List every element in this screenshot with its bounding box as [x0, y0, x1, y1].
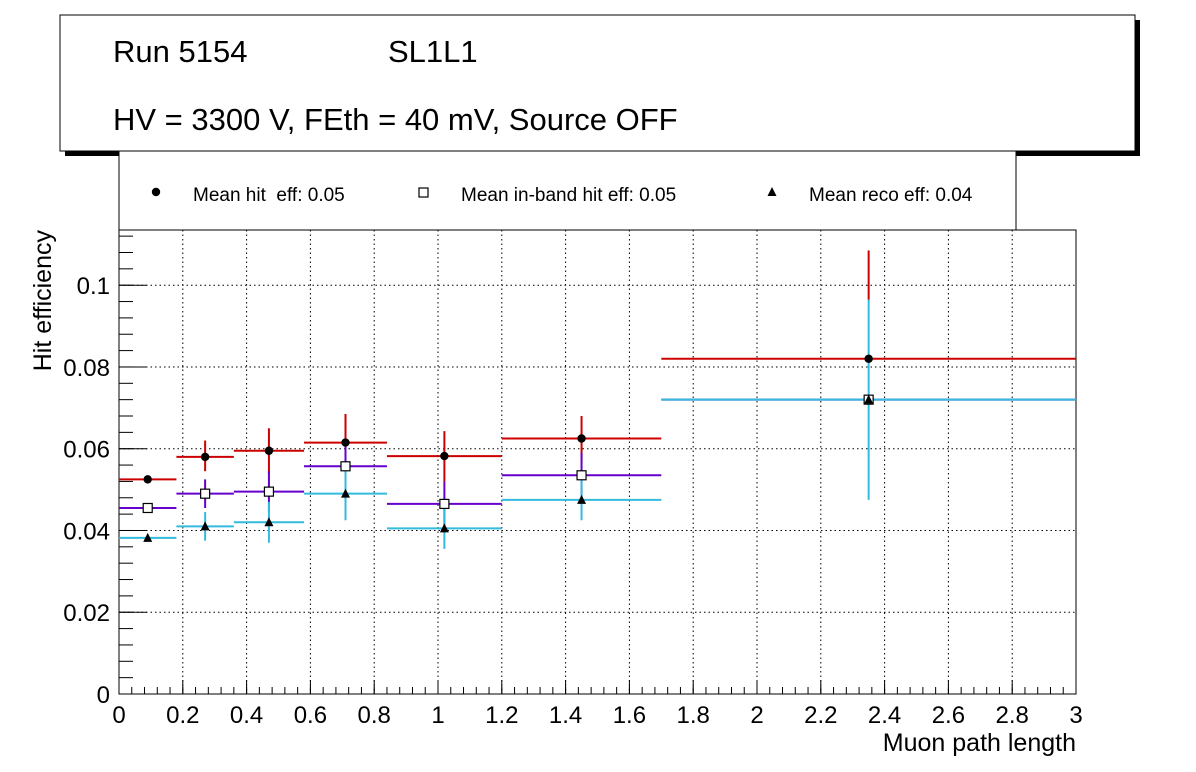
y-tick-label: 0	[97, 682, 110, 709]
data-point-reco-eff	[577, 494, 587, 504]
data-point-reco-eff	[143, 532, 153, 542]
data-point-hit-eff	[440, 451, 449, 461]
y-tick-label: 0.06	[63, 437, 110, 464]
y-tick-label: 0.1	[77, 273, 110, 300]
plot-area	[118, 229, 1077, 695]
conditions-label: HV = 3300 V, FEth = 40 mV, Source OFF	[113, 102, 678, 137]
axes: 0 0.2 0.4 0.6 0.8 1 1.2 1.4 1.6 1.8 2 2.2 2.4 2.6 2.8 3…	[63, 235, 1083, 729]
grid	[119, 230, 1076, 694]
title-box-frame	[59, 14, 1136, 152]
x-tick-label: 2.2	[804, 702, 837, 729]
y-tick-label: 0.08	[63, 355, 110, 382]
x-tick-label: 2.6	[932, 702, 965, 729]
legend-label-inband-eff: Mean in-band hit eff: 0.05	[461, 185, 676, 206]
data-point-inband-eff	[142, 502, 153, 514]
data-point-hit-eff	[341, 438, 350, 447]
x-tick-label: 1.6	[613, 702, 646, 729]
data-point-inband-eff	[263, 486, 275, 497]
data-point-reco-eff	[340, 488, 350, 498]
data-point-reco-eff	[864, 394, 874, 404]
data-point-inband-eff	[576, 470, 587, 481]
x-tick-label: 2	[750, 702, 763, 729]
legend-marker-triangle	[767, 187, 777, 196]
x-tick-label: 0.6	[294, 702, 327, 729]
legend-marker-circle	[151, 187, 161, 197]
legend-label-hit-eff: Mean hit eff: 0.05	[193, 185, 345, 206]
y-tick-label: 0.04	[63, 518, 110, 545]
x-tick-label: 1	[431, 702, 444, 729]
x-tick-label: 1.8	[677, 702, 710, 729]
series-layer	[119, 250, 1076, 549]
data-point-reco-eff	[264, 517, 274, 527]
data-point-inband-eff	[200, 488, 211, 499]
data-point-hit-eff	[577, 434, 586, 443]
run-label: Run 5154	[113, 34, 247, 69]
data-point-reco-eff	[439, 523, 449, 533]
x-tick-label: 3	[1069, 702, 1082, 729]
x-tick-label: 2.4	[868, 702, 901, 729]
data-point-inband-eff	[340, 461, 351, 472]
x-tick-label: 1.4	[549, 702, 582, 729]
legend: Mean hit eff: 0.05 Mean in-band hit eff:…	[118, 150, 1017, 231]
legend-marker-square	[418, 187, 429, 198]
legend-frame	[118, 150, 1017, 231]
x-axis-label: Muon path length	[883, 729, 1076, 757]
x-tick-label: 0.8	[358, 702, 391, 729]
x-tick-label: 2.8	[996, 702, 1029, 729]
y-axis-label: Hit efficiency	[29, 230, 57, 372]
data-point-reco-eff	[200, 521, 210, 531]
data-point-hit-eff	[864, 354, 873, 363]
data-point-inband-eff	[439, 498, 450, 510]
data-point-hit-eff	[200, 452, 210, 462]
legend-label-reco-eff: Mean reco eff: 0.04	[809, 185, 973, 206]
data-point-hit-eff	[264, 446, 274, 455]
x-tick-label: 0.2	[166, 702, 199, 729]
title-box: Run 5154 SL1L1 HV = 3300 V, FEth = 40 mV…	[59, 14, 1140, 156]
data-point-hit-eff	[143, 475, 152, 484]
x-tick-label: 0.4	[230, 702, 263, 729]
y-tick-label: 0.02	[63, 600, 110, 627]
x-tick-label: 0	[112, 702, 125, 729]
layer-label: SL1L1	[388, 34, 478, 69]
x-tick-label: 1.2	[485, 702, 518, 729]
